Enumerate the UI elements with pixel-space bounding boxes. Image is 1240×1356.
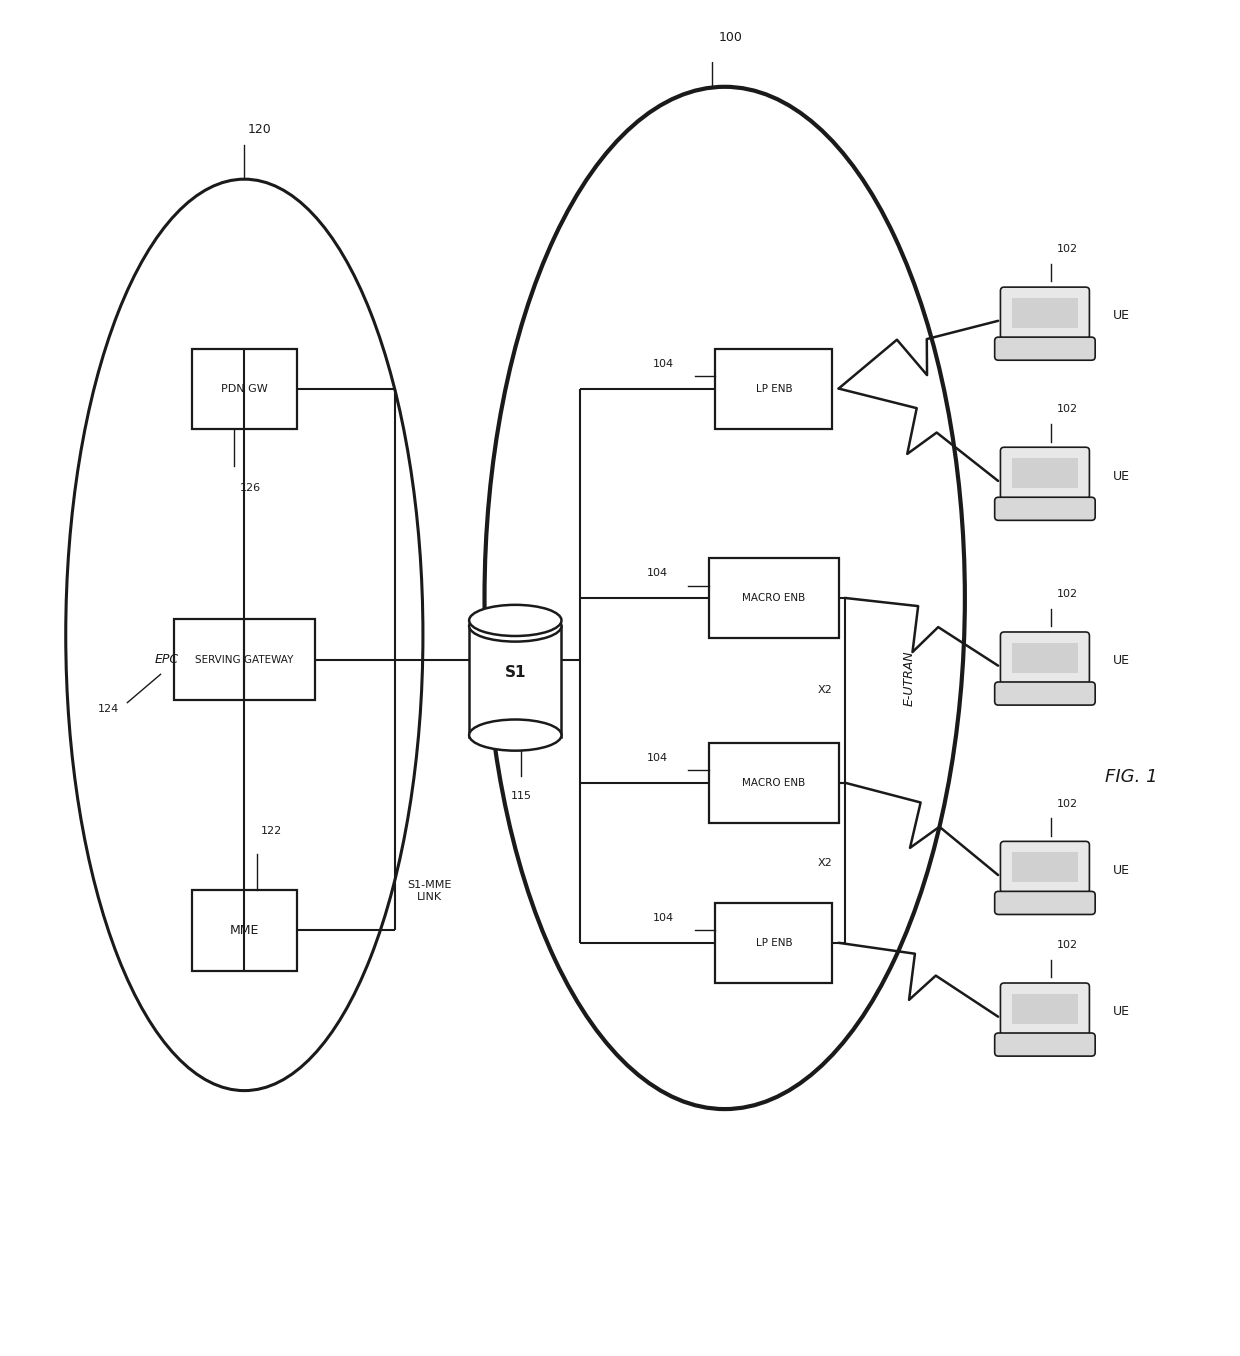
Text: 104: 104 <box>653 359 675 369</box>
FancyBboxPatch shape <box>994 1033 1095 1056</box>
Bar <box>192 891 296 971</box>
Text: E-UTRAN: E-UTRAN <box>903 650 916 706</box>
Text: PDN GW: PDN GW <box>221 384 268 393</box>
Text: S1-MME
LINK: S1-MME LINK <box>407 880 451 902</box>
Text: 122: 122 <box>260 826 281 837</box>
Text: UE: UE <box>1112 309 1130 323</box>
Text: MACRO ENB: MACRO ENB <box>743 778 806 788</box>
Text: SERVING GATEWAY: SERVING GATEWAY <box>195 655 294 664</box>
FancyBboxPatch shape <box>1012 994 1079 1024</box>
FancyBboxPatch shape <box>1001 447 1090 499</box>
FancyBboxPatch shape <box>1001 841 1090 894</box>
Text: 100: 100 <box>719 31 743 43</box>
FancyBboxPatch shape <box>1012 298 1079 328</box>
Bar <box>715 903 832 983</box>
Text: 102: 102 <box>1056 799 1078 808</box>
Bar <box>709 557 838 637</box>
Text: 102: 102 <box>1056 590 1078 599</box>
Text: UE: UE <box>1112 469 1130 483</box>
FancyBboxPatch shape <box>994 498 1095 521</box>
Text: UE: UE <box>1112 864 1130 876</box>
Text: EPC: EPC <box>155 654 179 666</box>
Text: 104: 104 <box>647 568 668 578</box>
Text: 126: 126 <box>239 483 262 492</box>
Text: 115: 115 <box>511 791 532 800</box>
FancyBboxPatch shape <box>1012 643 1079 673</box>
Text: LP ENB: LP ENB <box>755 938 792 948</box>
Text: UE: UE <box>1112 654 1130 667</box>
Text: LP ENB: LP ENB <box>755 384 792 393</box>
FancyBboxPatch shape <box>1001 983 1090 1035</box>
Text: 124: 124 <box>98 704 119 713</box>
Bar <box>715 348 832 428</box>
Text: 102: 102 <box>1056 244 1078 255</box>
FancyBboxPatch shape <box>1012 853 1079 881</box>
Text: 120: 120 <box>247 123 272 137</box>
Text: UE: UE <box>1112 1005 1130 1018</box>
FancyBboxPatch shape <box>994 682 1095 705</box>
Text: X2: X2 <box>817 858 832 868</box>
FancyBboxPatch shape <box>994 891 1095 914</box>
Text: X2: X2 <box>817 685 832 696</box>
Text: 102: 102 <box>1056 940 1078 951</box>
Bar <box>192 348 296 428</box>
Ellipse shape <box>469 610 562 641</box>
Ellipse shape <box>485 87 965 1109</box>
Text: 104: 104 <box>647 753 668 763</box>
FancyBboxPatch shape <box>994 338 1095 361</box>
Bar <box>174 620 315 700</box>
Ellipse shape <box>469 605 562 636</box>
Text: 102: 102 <box>1056 404 1078 415</box>
Text: S1: S1 <box>505 666 526 681</box>
FancyBboxPatch shape <box>1001 287 1090 339</box>
Ellipse shape <box>469 720 562 751</box>
FancyBboxPatch shape <box>1012 458 1079 488</box>
FancyBboxPatch shape <box>1001 632 1090 683</box>
Text: FIG. 1: FIG. 1 <box>1105 767 1157 785</box>
Bar <box>709 743 838 823</box>
Text: MACRO ENB: MACRO ENB <box>743 593 806 603</box>
Text: MME: MME <box>229 923 259 937</box>
FancyBboxPatch shape <box>469 626 562 736</box>
Text: 104: 104 <box>653 913 675 923</box>
Ellipse shape <box>66 179 423 1090</box>
